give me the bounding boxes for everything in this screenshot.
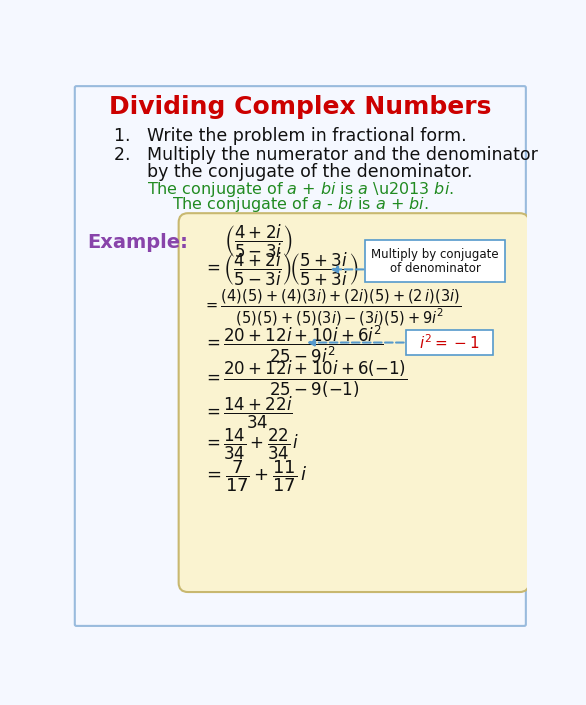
FancyBboxPatch shape (366, 240, 505, 282)
Text: $=\dfrac{7}{17}+\dfrac{11}{17}\,i$: $=\dfrac{7}{17}+\dfrac{11}{17}\,i$ (203, 459, 308, 494)
Text: The conjugate of $\mathit{a}$ + $\mathit{bi}$ is $\mathit{a}$ \u2013 $\mathit{bi: The conjugate of $\mathit{a}$ + $\mathit… (147, 180, 454, 199)
Text: $=\dfrac{(4)(5)+(4)(3i)+(2\mathit{i})(5)+(2\,\mathit{i})(3i)}{(5)(5)+(5)(3i)-(3i: $=\dfrac{(4)(5)+(4)(3i)+(2\mathit{i})(5)… (203, 288, 462, 328)
Text: 1.   Write the problem in fractional form.: 1. Write the problem in fractional form. (114, 127, 466, 145)
Text: $i^{2}=-1$: $i^{2}=-1$ (419, 333, 479, 352)
Text: $\left(\dfrac{4+2i}{5-3i}\right)$: $\left(\dfrac{4+2i}{5-3i}\right)$ (224, 222, 293, 259)
FancyBboxPatch shape (406, 330, 492, 355)
Text: $=\left(\dfrac{4+2i}{5-3i}\right)\!\left(\dfrac{5+3i}{5+3i}\right)$: $=\left(\dfrac{4+2i}{5-3i}\right)\!\left… (203, 251, 359, 288)
Text: of denominator: of denominator (390, 262, 481, 275)
FancyBboxPatch shape (179, 213, 529, 592)
Text: $=\dfrac{14+22i}{34}$: $=\dfrac{14+22i}{34}$ (203, 396, 293, 431)
Text: by the conjugate of the denominator.: by the conjugate of the denominator. (114, 163, 472, 180)
Text: Example:: Example: (87, 233, 188, 252)
FancyBboxPatch shape (75, 86, 526, 626)
Text: $=\dfrac{20+12i+10i+6(-1)}{25-9(-1)}$: $=\dfrac{20+12i+10i+6(-1)}{25-9(-1)}$ (203, 359, 408, 400)
Text: $=\dfrac{20+12i+10i+6i^{2}}{25-9i^{2}}$: $=\dfrac{20+12i+10i+6i^{2}}{25-9i^{2}}$ (203, 324, 384, 364)
Text: 2.   Multiply the numerator and the denominator: 2. Multiply the numerator and the denomi… (114, 147, 537, 164)
Text: Dividing Complex Numbers: Dividing Complex Numbers (109, 95, 492, 119)
Text: $=\dfrac{14}{34}+\dfrac{22}{34}\,i$: $=\dfrac{14}{34}+\dfrac{22}{34}\,i$ (203, 427, 300, 462)
Text: Multiply by conjugate: Multiply by conjugate (372, 248, 499, 262)
Text: The conjugate of $\mathit{a}$ - $\mathit{bi}$ is $\mathit{a}$ + $\mathit{bi}$.: The conjugate of $\mathit{a}$ - $\mathit… (172, 195, 428, 214)
